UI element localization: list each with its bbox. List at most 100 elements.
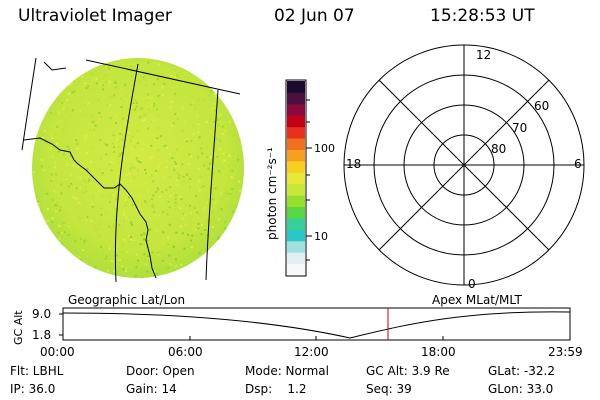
image-pixel [85,219,88,222]
image-pixel [175,183,178,186]
image-pixel [55,93,58,96]
image-pixel [42,133,45,136]
image-pixel [84,82,87,85]
image-pixel [234,242,237,245]
image-pixel [225,154,228,157]
image-pixel [186,274,188,277]
image-pixel [105,59,108,62]
image-pixel [129,168,132,171]
image-pixel [184,121,187,124]
image-pixel [152,206,155,209]
image-pixel [63,247,66,250]
image-pixel [181,232,184,235]
image-pixel [170,100,173,103]
image-pixel [230,226,233,229]
image-pixel [41,255,44,258]
image-pixel [103,142,105,145]
image-pixel [41,188,43,191]
image-pixel [171,157,174,160]
image-pixel [36,83,39,86]
image-pixel [101,172,104,175]
lat-label-60: 60 [534,99,549,113]
image-pixel [104,257,107,260]
image-pixel [52,268,55,271]
image-pixel [236,219,238,222]
image-pixel [161,191,164,193]
image-pixel [150,198,153,201]
image-pixel [217,118,220,121]
image-pixel [146,270,149,273]
image-pixel [203,206,206,209]
image-pixel [139,116,142,119]
image-pixel [168,206,171,209]
image-pixel [87,78,90,80]
image-pixel [153,270,156,273]
image-pixel [144,172,147,175]
image-pixel [130,238,133,241]
image-pixel [218,148,221,151]
glon-info: GLon: 33.0 [488,382,554,396]
image-pixel [162,175,165,178]
image-pixel [156,108,159,111]
seq-info: Seq: 39 [366,382,412,396]
image-pixel [136,142,139,145]
image-pixel [34,158,37,161]
image-pixel [238,224,241,227]
image-pixel [82,249,84,252]
image-pixel [147,96,150,99]
image-pixel [169,106,172,109]
image-pixel [54,89,57,92]
image-pixel [214,140,217,143]
image-pixel [174,201,177,204]
geographic-title: Geographic Lat/Lon [68,293,186,307]
image-pixel [54,180,57,182]
altitude-plot [59,307,571,341]
image-pixel [123,135,126,138]
image-pixel [227,237,230,240]
image-pixel [133,176,136,179]
image-pixel [195,273,198,276]
image-pixel [98,190,101,193]
coastline-outer [21,57,37,151]
image-pixel [41,205,44,208]
image-pixel [174,198,177,201]
image-pixel [60,183,63,186]
image-pixel [141,119,144,122]
image-pixel [109,104,112,107]
image-pixel [197,67,200,70]
image-pixel [44,129,46,132]
image-pixel [168,223,171,226]
y-max-label: 9.0 [32,307,52,321]
image-pixel [57,85,60,88]
image-pixel [189,103,192,106]
image-pixel [72,196,75,199]
image-pixel [239,186,241,189]
image-pixel [98,235,101,238]
image-pixel [98,118,101,121]
image-pixel [130,163,133,166]
image-pixel [215,137,218,140]
colorbar-label-10: 10 [314,230,328,243]
image-pixel [124,145,127,148]
image-pixel [156,78,159,81]
image-pixel [67,101,70,104]
image-pixel [33,111,36,114]
image-pixel [152,104,155,107]
image-pixel [197,131,200,134]
image-pixel [180,196,183,198]
image-pixel [232,74,235,77]
image-pixel [183,247,186,250]
image-pixel [95,229,98,231]
image-pixel [174,265,177,268]
image-pixel [53,189,56,192]
image-pixel [157,165,160,168]
image-pixel [169,175,172,178]
image-pixel [155,240,158,243]
image-pixel [209,75,211,78]
image-pixel [235,58,238,61]
image-pixel [216,155,219,158]
image-pixel [104,143,107,146]
image-pixel [113,94,116,97]
image-pixel [58,224,61,227]
image-pixel [35,268,38,271]
